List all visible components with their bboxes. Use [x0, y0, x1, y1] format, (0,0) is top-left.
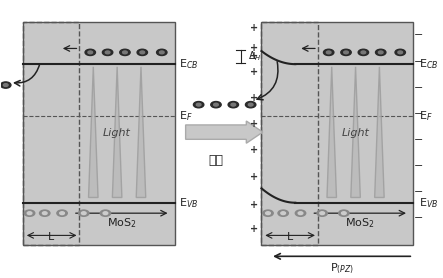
FancyArrow shape [186, 121, 263, 143]
Circle shape [123, 51, 127, 54]
Text: Δ$_{H}$: Δ$_{H}$ [249, 49, 262, 63]
Circle shape [4, 84, 8, 86]
Circle shape [342, 212, 346, 215]
Text: +: + [249, 23, 258, 33]
Text: −: − [414, 83, 424, 93]
Circle shape [137, 49, 148, 56]
Text: −: − [414, 161, 424, 171]
Circle shape [378, 51, 383, 54]
Circle shape [298, 212, 303, 215]
Text: L: L [287, 232, 293, 242]
Circle shape [194, 101, 204, 108]
Text: +: + [249, 67, 258, 77]
Circle shape [60, 212, 64, 215]
Circle shape [102, 49, 113, 56]
Text: Light: Light [342, 128, 369, 138]
Circle shape [214, 103, 218, 106]
Text: E$_{F}$: E$_{F}$ [179, 110, 193, 123]
Text: +: + [249, 200, 258, 210]
Text: −: − [414, 187, 424, 197]
Bar [23, 22, 175, 245]
Circle shape [82, 212, 86, 215]
Text: E$_{CB}$: E$_{CB}$ [419, 57, 438, 71]
Circle shape [228, 101, 238, 108]
Text: +: + [249, 93, 258, 103]
Text: E$_{CB}$: E$_{CB}$ [179, 57, 198, 71]
Circle shape [323, 49, 334, 56]
Circle shape [85, 49, 95, 56]
Text: +: + [249, 172, 258, 182]
Bar [261, 22, 318, 245]
Circle shape [231, 103, 236, 106]
Circle shape [43, 212, 47, 215]
Circle shape [281, 212, 285, 215]
Circle shape [196, 103, 201, 106]
Text: Light: Light [103, 128, 131, 138]
Text: −: − [414, 214, 424, 224]
Circle shape [245, 101, 256, 108]
Circle shape [78, 210, 89, 216]
Circle shape [140, 51, 144, 54]
Text: MoS$_2$: MoS$_2$ [345, 216, 375, 230]
Circle shape [376, 49, 386, 56]
Circle shape [249, 103, 253, 106]
Bar [261, 22, 413, 245]
Circle shape [338, 210, 349, 216]
Text: +: + [249, 51, 258, 61]
Circle shape [395, 49, 405, 56]
Circle shape [266, 212, 270, 215]
Polygon shape [89, 67, 98, 197]
Bar [23, 22, 79, 245]
Circle shape [326, 51, 331, 54]
Circle shape [120, 49, 130, 56]
Circle shape [320, 212, 325, 215]
Circle shape [344, 51, 348, 54]
Text: −: − [414, 109, 424, 119]
Text: P$_{(PZ)}$: P$_{(PZ)}$ [330, 262, 354, 276]
Text: −: − [414, 56, 424, 66]
Circle shape [341, 49, 351, 56]
Text: L: L [48, 232, 54, 242]
Text: E$_{F}$: E$_{F}$ [419, 110, 432, 123]
Circle shape [278, 210, 288, 216]
Circle shape [317, 210, 327, 216]
Circle shape [159, 51, 164, 54]
Circle shape [358, 49, 369, 56]
Text: 超声: 超声 [209, 154, 223, 167]
Polygon shape [327, 67, 337, 197]
Text: E$_{VB}$: E$_{VB}$ [419, 196, 438, 210]
Polygon shape [136, 67, 146, 197]
Circle shape [39, 210, 50, 216]
Circle shape [263, 210, 273, 216]
Circle shape [100, 210, 111, 216]
Circle shape [361, 51, 366, 54]
Circle shape [88, 51, 93, 54]
Text: +: + [249, 43, 258, 53]
Circle shape [398, 51, 403, 54]
Circle shape [105, 51, 110, 54]
Polygon shape [351, 67, 360, 197]
Circle shape [211, 101, 221, 108]
Circle shape [103, 212, 108, 215]
Text: +: + [249, 224, 258, 234]
Polygon shape [375, 67, 384, 197]
Text: E$_{VB}$: E$_{VB}$ [179, 196, 198, 210]
Text: +: + [249, 119, 258, 129]
Text: +: + [249, 145, 258, 155]
Circle shape [27, 212, 32, 215]
Circle shape [295, 210, 306, 216]
Circle shape [57, 210, 67, 216]
Text: −: − [414, 135, 424, 145]
Text: −: − [414, 30, 424, 40]
Polygon shape [113, 67, 122, 197]
Circle shape [0, 82, 11, 88]
Text: MoS$_2$: MoS$_2$ [107, 216, 136, 230]
Circle shape [156, 49, 167, 56]
Circle shape [24, 210, 35, 216]
